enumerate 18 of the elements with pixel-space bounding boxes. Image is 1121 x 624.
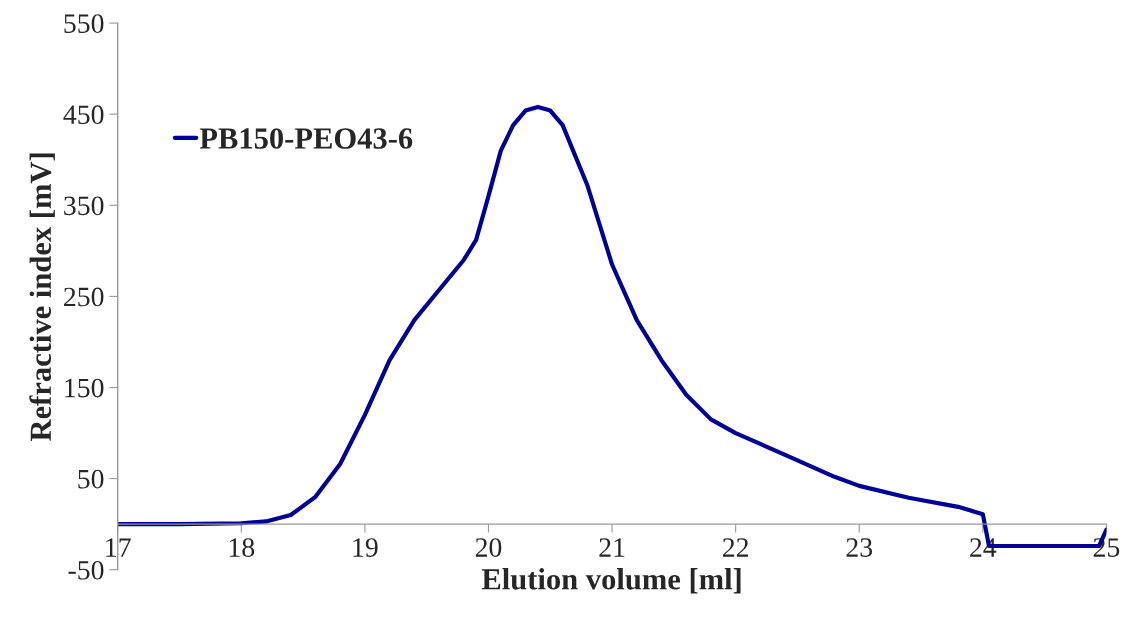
x-axis-title: Elution volume [ml]: [481, 568, 741, 594]
y-axis-title: Refractive index [mV]: [29, 153, 55, 441]
x-tick-label: 17: [106, 538, 131, 557]
y-tick-label: -50: [68, 560, 104, 580]
y-tick-label: 550: [64, 14, 104, 33]
y-tick-label: 350: [64, 196, 104, 216]
y-tick-label: 250: [64, 287, 104, 307]
x-tick-label: 18: [229, 538, 255, 557]
x-tick-label: 25: [1093, 538, 1120, 557]
y-tick-label: 450: [63, 105, 104, 125]
y-tick-label: 150: [65, 378, 104, 398]
x-tick-label: 21: [599, 538, 625, 557]
legend-label: PB150-PEO43-6: [199, 128, 413, 149]
x-tick-label: 20: [475, 538, 502, 557]
x-tick-label: 22: [722, 538, 749, 557]
y-tick-label: 50: [78, 469, 104, 489]
x-tick-label: 19: [353, 538, 378, 557]
x-tick-label: 23: [846, 538, 873, 557]
